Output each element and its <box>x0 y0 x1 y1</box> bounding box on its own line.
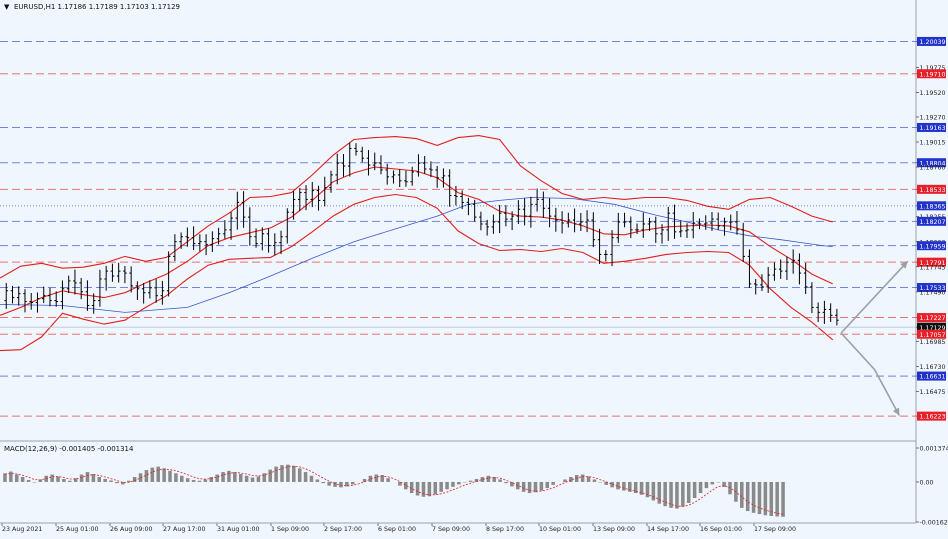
macd-tick-label: -0.001622 <box>920 520 948 527</box>
price-tick-label: 1.19015 <box>920 140 946 147</box>
macd-tick: 0.001374 <box>916 446 948 453</box>
price-tick-label: 1.18760 <box>920 165 946 172</box>
price-tick: 1.17057 <box>916 330 946 339</box>
time-tick-label: 7 Sep 09:00 <box>432 526 470 533</box>
time-tick-label: 26 Aug 09:00 <box>110 526 152 533</box>
time-tick-label: 6 Sep 01:00 <box>378 526 416 533</box>
time-tick-label: 27 Aug 17:00 <box>163 526 205 533</box>
macd-tick: -0.001622 <box>916 520 948 527</box>
price-tick-label: 1.18207 <box>920 219 946 226</box>
price-tick-label: 1.16631 <box>920 374 946 381</box>
price-tick: 1.18533 <box>916 185 946 194</box>
price-tick: 1.16223 <box>916 412 946 421</box>
price-tick-label: 1.17959 <box>920 243 946 250</box>
price-tick-label: 1.16730 <box>920 364 946 371</box>
price-tick-label: 1.17227 <box>920 315 946 322</box>
macd-tick: 0.00 <box>916 480 934 487</box>
price-tick-label: 1.20039 <box>920 39 946 46</box>
macd-tick-label: 0.001374 <box>920 446 948 453</box>
price-tick: 1.19015 <box>916 140 946 147</box>
price-tick: 1.18760 <box>916 165 946 172</box>
price-tick-label: 1.19520 <box>920 90 946 97</box>
time-tick-label: 10 Sep 01:00 <box>539 526 581 533</box>
price-tick-label: 1.17057 <box>920 332 946 339</box>
price-tick-label: 1.16223 <box>920 414 946 421</box>
time-tick-label: 23 Aug 2021 <box>2 526 42 533</box>
price-tick: 1.16631 <box>916 372 946 381</box>
price-tick: 1.17745 <box>916 264 946 271</box>
price-tick-label: 1.18365 <box>920 203 946 210</box>
price-tick-label: 1.19270 <box>920 115 946 122</box>
macd-tick-label: 0.00 <box>920 480 934 487</box>
price-tick: 1.16730 <box>916 364 946 371</box>
time-tick-label: 8 Sep 17:00 <box>486 526 524 533</box>
price-tick: 1.18207 <box>916 217 946 226</box>
time-tick-label: 1 Sep 09:00 <box>271 526 309 533</box>
price-tick-label: 1.16985 <box>920 339 946 346</box>
price-tick-label: 1.17745 <box>920 264 946 271</box>
price-tick-label: 1.19163 <box>920 125 946 132</box>
price-tick: 1.18365 <box>916 201 946 210</box>
price-tick: 1.20039 <box>916 37 946 46</box>
time-tick-label: 13 Sep 09:00 <box>593 526 635 533</box>
time-tick-label: 2 Sep 17:00 <box>324 526 362 533</box>
price-tick: 1.17227 <box>916 313 946 322</box>
macd-label: MACD(12,26,9) -0.001405 -0.001314 <box>4 445 134 453</box>
time-tick-label: 25 Aug 01:00 <box>56 526 98 533</box>
price-tick: 1.19520 <box>916 90 946 97</box>
price-tick: 1.17959 <box>916 241 946 250</box>
dropdown-caret-icon[interactable]: ▼ <box>4 3 10 11</box>
price-tick-label: 1.16475 <box>920 389 946 396</box>
time-tick-label: 16 Sep 01:00 <box>700 526 742 533</box>
price-tick: 1.19163 <box>916 123 946 132</box>
price-tick: 1.19270 <box>916 115 946 122</box>
price-tick-label: 1.19710 <box>920 71 946 78</box>
price-tick: 1.17490 <box>916 289 946 296</box>
time-tick-label: 14 Sep 17:00 <box>647 526 689 533</box>
time-tick-label: 17 Sep 09:00 <box>754 526 796 533</box>
price-tick: 1.16475 <box>916 389 946 396</box>
symbol-info: EURUSD,H1 1.17186 1.17189 1.17103 1.1712… <box>14 3 180 11</box>
time-tick-label: 31 Aug 01:00 <box>217 526 259 533</box>
price-tick: 1.19710 <box>916 69 946 78</box>
price-tick: 1.16985 <box>916 339 946 346</box>
price-tick-label: 1.17490 <box>920 289 946 296</box>
price-tick-label: 1.18533 <box>920 187 946 194</box>
